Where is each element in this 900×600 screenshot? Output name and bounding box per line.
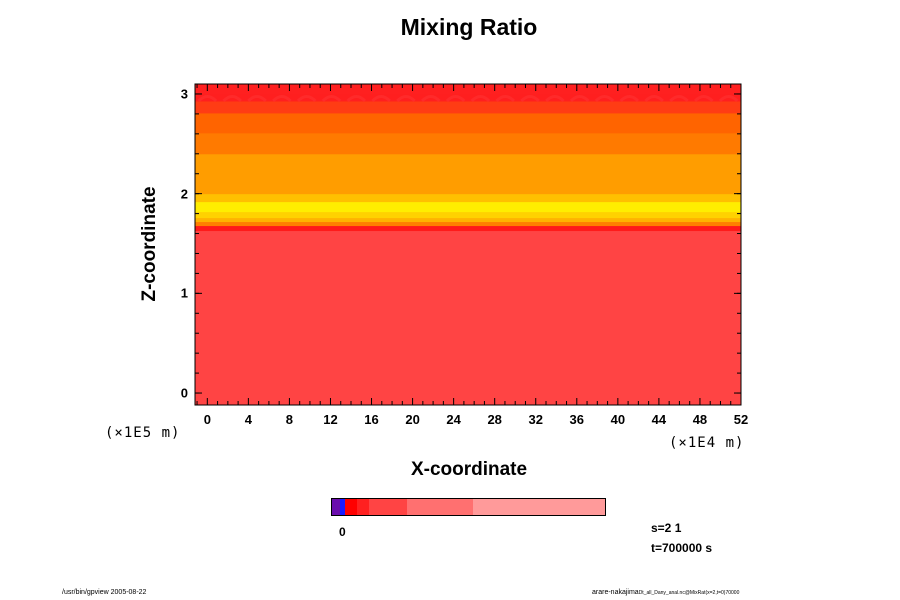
x-tick-label-20: 20 (405, 412, 420, 427)
layer-band-4 (195, 211, 741, 219)
x-tick-label-40: 40 (610, 412, 626, 427)
info-s-value: s=2 1 (651, 521, 682, 535)
colorbar-segment-1 (340, 499, 346, 515)
x-tick-label-32: 32 (528, 412, 543, 427)
x-tick-label-36: 36 (569, 412, 585, 427)
footer-command: /usr/bin/gpview 2005-08-22 (62, 589, 147, 596)
footer-source: arare-nakajimaDt_all_Dany_anal.nc@MixRat… (592, 589, 739, 596)
colorbar-zero-label: 0 (339, 525, 346, 539)
x-tick-label-24: 24 (446, 412, 461, 427)
chart-title: Mixing Ratio (400, 14, 538, 40)
layer-band-8 (195, 132, 741, 155)
axis-ticks (195, 84, 742, 405)
colorbar-segment-5 (407, 499, 474, 515)
plot-frame (194, 83, 742, 406)
plot-border (194, 83, 742, 406)
footer-file: Dt_all_Dany_anal.nc@MixRat(x=2,t=0)70000 (638, 590, 740, 596)
layer-band-9 (195, 112, 741, 134)
colorbar-segment-3 (356, 499, 370, 515)
y-scale-label: (×1E5 m) (105, 425, 181, 441)
x-tick-label-4: 4 (244, 412, 252, 427)
mixing-ratio-layers (195, 84, 741, 406)
layer-band-2 (195, 221, 741, 227)
wave-cells (197, 94, 739, 103)
x-tick-label-12: 12 (323, 412, 338, 427)
y-tick-label-3: 3 (180, 86, 188, 102)
y-tick-label-0: 0 (180, 385, 188, 401)
x-tick-label-28: 28 (487, 412, 502, 427)
info-time-value: t=700000 s (651, 541, 713, 555)
layer-band-5 (195, 201, 741, 213)
colorbar (331, 498, 606, 516)
y-axis-label: Z-coordinate (139, 186, 160, 302)
x-tick-label-16: 16 (364, 412, 379, 427)
colorbar-segment-2 (345, 499, 357, 515)
layer-band-7 (195, 153, 741, 195)
layer-band-3 (195, 217, 741, 223)
colorbar-segment-0 (332, 499, 341, 515)
x-tick-label-44: 44 (651, 412, 667, 427)
y-tick-label-1: 1 (180, 285, 188, 301)
x-tick-label-0: 0 (203, 412, 211, 427)
layer-band-1 (195, 225, 741, 232)
colorbar-segment-6 (473, 499, 606, 515)
x-tick-label-8: 8 (285, 412, 294, 427)
colorbar-segment-4 (369, 499, 408, 515)
layer-band-6 (195, 193, 741, 203)
x-tick-label-52: 52 (733, 412, 749, 427)
layer-band-10 (195, 100, 741, 114)
top-strip (195, 84, 741, 94)
top-wave-pattern (195, 84, 741, 103)
x-scale-label: (×1E4 m) (669, 435, 745, 451)
footer-author: arare-nakajima (592, 589, 639, 596)
x-axis-label: X-coordinate (410, 459, 528, 480)
layer-band-0 (195, 230, 741, 406)
y-tick-label-2: 2 (180, 186, 188, 202)
x-tick-label-48: 48 (692, 412, 708, 427)
